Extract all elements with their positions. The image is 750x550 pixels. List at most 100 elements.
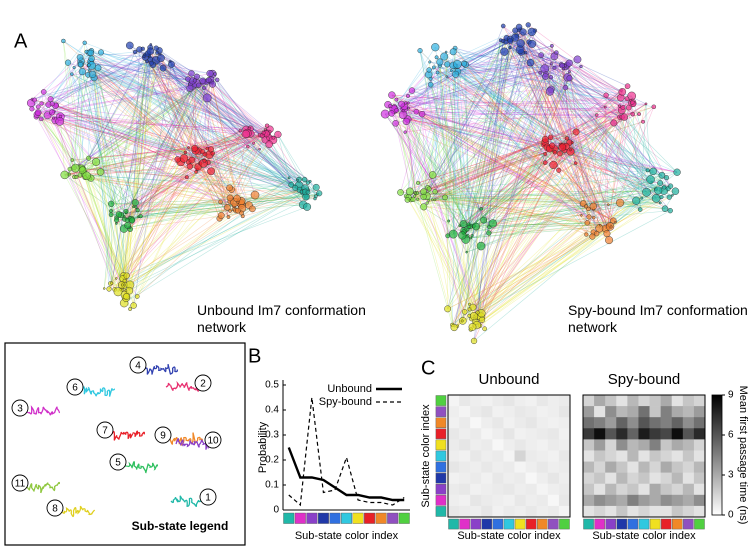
- network-edge: [457, 71, 594, 207]
- network-edge: [155, 60, 191, 167]
- network-edge: [212, 135, 263, 154]
- network-edge: [159, 50, 263, 136]
- heatmap-cell: [525, 472, 538, 485]
- network-edge: [91, 50, 271, 133]
- category-swatch: [375, 512, 387, 524]
- network-node: [461, 309, 468, 315]
- network-edge: [68, 61, 91, 175]
- network-edge: [416, 111, 555, 153]
- network-node: [624, 96, 630, 102]
- network-edge: [401, 103, 590, 218]
- network-node: [61, 38, 66, 44]
- network-node: [128, 217, 136, 224]
- heatmap-cell: [693, 494, 706, 507]
- network-edge: [586, 116, 623, 235]
- heatmap-cell: [649, 417, 661, 429]
- network-edge: [385, 113, 546, 155]
- network-edge: [434, 72, 438, 192]
- network-edge: [406, 137, 551, 197]
- network-edge: [384, 113, 465, 231]
- network-edge: [480, 102, 633, 317]
- network-edge: [50, 61, 82, 100]
- network-edge: [453, 71, 570, 328]
- network-edge: [123, 76, 198, 217]
- network-edge: [144, 54, 209, 163]
- network-edge: [428, 74, 464, 235]
- network-edge: [406, 121, 417, 194]
- network-node: [607, 203, 610, 207]
- network-edge: [480, 152, 556, 247]
- network-edge: [525, 52, 562, 65]
- heatmap-cell: [638, 417, 650, 429]
- heatmap-cell: [605, 428, 617, 440]
- network-edge: [157, 52, 209, 81]
- substate-number: 11: [15, 479, 26, 490]
- network-node: [500, 23, 506, 29]
- network-node: [96, 168, 105, 176]
- network-edge: [124, 227, 130, 281]
- category-swatch: [638, 518, 650, 530]
- network-edge: [457, 52, 526, 72]
- network-edge: [209, 73, 242, 214]
- network-node: [146, 47, 155, 55]
- network-node: [124, 221, 131, 229]
- network-edge: [80, 85, 199, 176]
- network-edge: [125, 210, 238, 212]
- network-node: [213, 72, 217, 76]
- network-edge: [405, 102, 614, 222]
- network-edge: [82, 57, 162, 169]
- network-edge: [88, 64, 204, 164]
- network-node: [394, 108, 400, 113]
- network-edge: [428, 39, 501, 75]
- network-node: [124, 289, 128, 292]
- network-edge: [135, 59, 151, 208]
- network-edge: [110, 133, 265, 212]
- network-edge: [159, 50, 220, 219]
- heatmap-cell: [470, 406, 482, 418]
- network-edge: [426, 195, 609, 206]
- network-edge: [114, 132, 264, 290]
- heatmap-cell: [547, 395, 560, 407]
- heatmap-cell: [671, 505, 684, 518]
- network-edge: [71, 73, 250, 206]
- category-swatch: [559, 518, 570, 530]
- heatmap-cell: [693, 450, 706, 462]
- network-edge: [210, 79, 239, 202]
- heatmap-cell: [492, 406, 504, 418]
- network-edge: [73, 64, 82, 168]
- network-node: [661, 185, 667, 190]
- network-node: [184, 175, 189, 180]
- network-edge: [426, 40, 504, 197]
- network-edge: [80, 64, 265, 135]
- network-node: [246, 144, 250, 149]
- network-edge: [463, 63, 471, 227]
- network-edge: [428, 65, 441, 189]
- network-edge: [129, 73, 192, 228]
- heatmap-cell: [671, 472, 684, 485]
- network-node: [188, 70, 195, 77]
- network-node: [549, 160, 558, 169]
- network-edge: [544, 71, 570, 140]
- network-node: [640, 196, 644, 200]
- heatmap-frame: [447, 394, 571, 518]
- network-edge: [96, 161, 306, 196]
- network-edge: [88, 64, 305, 180]
- network-edge: [415, 121, 644, 194]
- substate-number: 3: [17, 404, 23, 415]
- network-edge: [103, 214, 112, 289]
- network-edge: [545, 74, 614, 221]
- network-edge: [120, 161, 189, 216]
- network-edge: [565, 65, 669, 189]
- category-swatch: [503, 518, 515, 530]
- category-swatch: [649, 518, 661, 530]
- network-edge: [419, 50, 590, 218]
- network-edge: [465, 64, 546, 155]
- network-edge: [411, 90, 654, 172]
- network-edge: [198, 85, 228, 208]
- network-edge: [68, 173, 119, 292]
- network-edge: [560, 91, 623, 145]
- network-node: [431, 198, 435, 202]
- network-edge: [394, 62, 570, 111]
- network-edge: [443, 56, 616, 223]
- heatmap-cell: [547, 494, 560, 507]
